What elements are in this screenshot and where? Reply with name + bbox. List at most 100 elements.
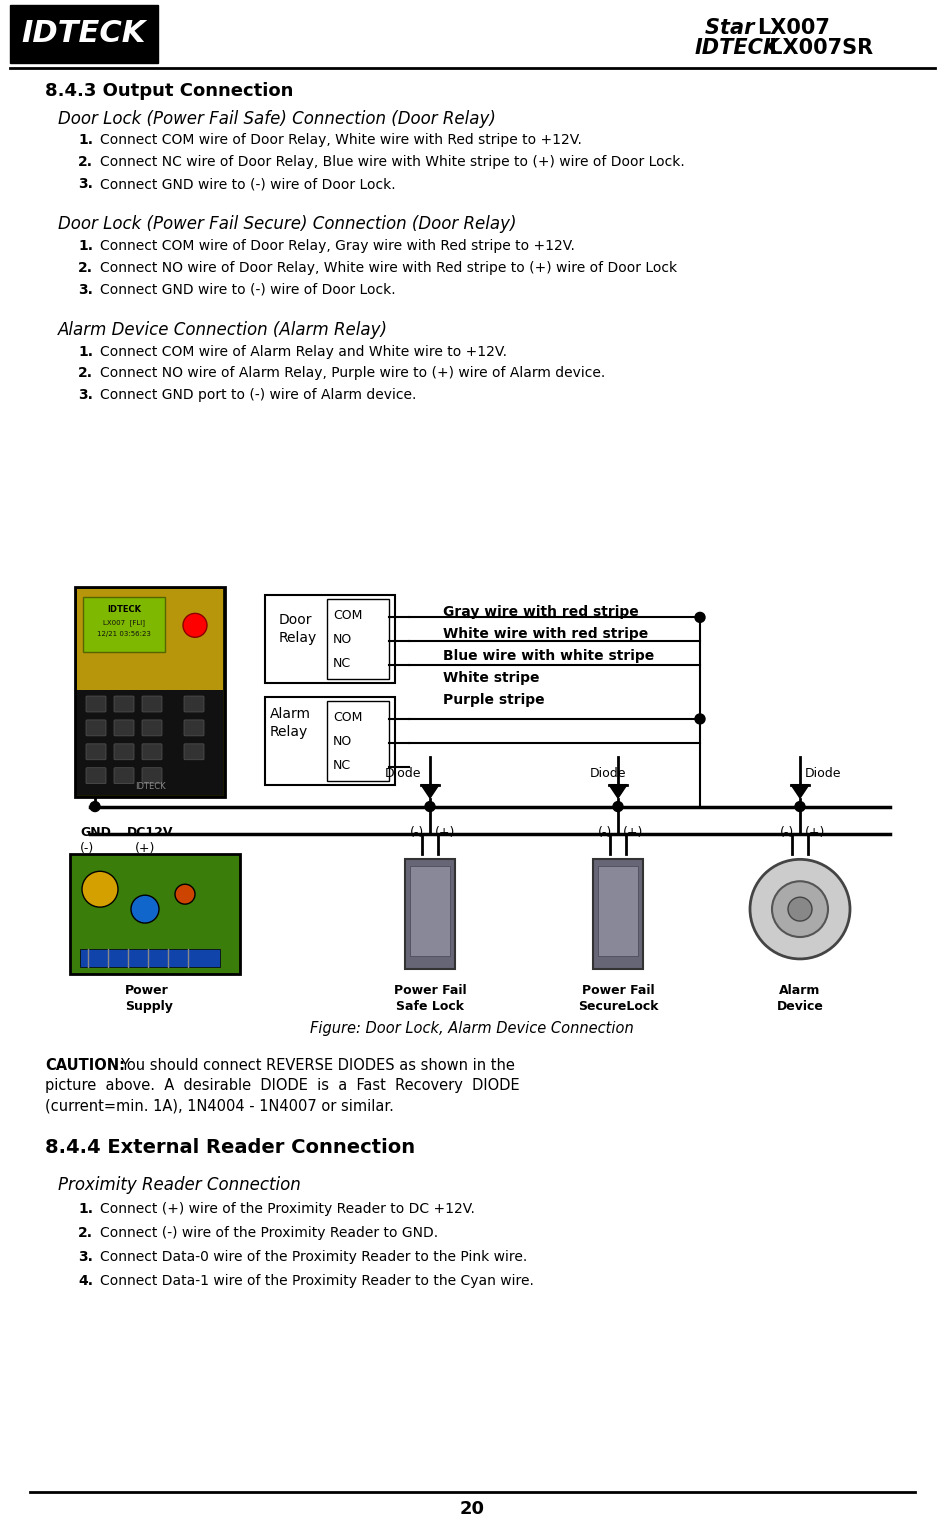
Text: Connect NO wire of Alarm Relay, Purple wire to (+) wire of Alarm device.: Connect NO wire of Alarm Relay, Purple w… [100,367,604,380]
Text: NC: NC [332,759,351,771]
Text: 8.4.3 Output Connection: 8.4.3 Output Connection [45,82,293,100]
Circle shape [771,881,827,937]
Text: Connect (+) wire of the Proximity Reader to DC +12V.: Connect (+) wire of the Proximity Reader… [100,1202,475,1215]
Text: CAUTION:: CAUTION: [45,1059,125,1074]
Text: Connect NC wire of Door Relay, Blue wire with White stripe to (+) wire of Door L: Connect NC wire of Door Relay, Blue wire… [100,155,684,169]
FancyBboxPatch shape [405,859,454,969]
Polygon shape [421,785,439,799]
FancyBboxPatch shape [142,719,161,736]
Text: Door: Door [278,613,312,627]
Polygon shape [790,785,808,799]
Text: White stripe: White stripe [443,671,539,684]
Text: (current=min. 1A), 1N4004 - 1N4007 or similar.: (current=min. 1A), 1N4004 - 1N4007 or si… [45,1098,394,1113]
Text: NO: NO [332,735,352,748]
Text: 1.: 1. [78,134,93,148]
Text: Power: Power [125,984,169,996]
Circle shape [787,897,811,922]
Polygon shape [608,785,626,799]
Text: Diode: Diode [589,767,626,780]
FancyBboxPatch shape [264,595,395,683]
Text: 3.: 3. [78,178,93,192]
Text: Door Lock (Power Fail Safe) Connection (Door Relay): Door Lock (Power Fail Safe) Connection (… [58,110,496,128]
Circle shape [694,713,704,724]
FancyBboxPatch shape [142,697,161,712]
Circle shape [131,896,159,923]
Text: DC12V: DC12V [126,826,174,840]
Text: Connect NO wire of Door Relay, White wire with Red stripe to (+) wire of Door Lo: Connect NO wire of Door Relay, White wir… [100,262,677,275]
FancyBboxPatch shape [86,719,106,736]
FancyBboxPatch shape [86,768,106,783]
Text: (+): (+) [622,826,643,840]
Text: 4.: 4. [78,1273,93,1288]
FancyBboxPatch shape [114,744,134,760]
Text: Diode: Diode [804,767,840,780]
Text: 3.: 3. [78,1250,93,1264]
Text: (-): (-) [80,843,94,855]
Text: 2.: 2. [78,1226,93,1240]
Text: Connect (-) wire of the Proximity Reader to GND.: Connect (-) wire of the Proximity Reader… [100,1226,438,1240]
FancyBboxPatch shape [80,949,220,967]
Circle shape [694,613,704,622]
Text: (-): (-) [410,826,424,840]
Text: 2.: 2. [78,367,93,380]
Text: Alarm: Alarm [779,984,819,996]
Text: IDTECK: IDTECK [107,605,141,614]
Text: 20: 20 [459,1500,484,1518]
FancyBboxPatch shape [76,691,223,794]
Text: 1.: 1. [78,1202,93,1215]
Circle shape [750,859,849,958]
Text: 3.: 3. [78,283,93,297]
FancyBboxPatch shape [327,701,389,780]
Text: SecureLock: SecureLock [577,999,658,1013]
FancyBboxPatch shape [114,697,134,712]
Text: IDTECK: IDTECK [22,20,146,49]
FancyBboxPatch shape [184,719,204,736]
Text: (-): (-) [598,826,612,840]
Text: Connect COM wire of Door Relay, Gray wire with Red stripe to +12V.: Connect COM wire of Door Relay, Gray wir… [100,239,574,252]
Text: You should connect REVERSE DIODES as shown in the: You should connect REVERSE DIODES as sho… [120,1059,514,1074]
Circle shape [183,613,207,637]
Text: Connect GND wire to (-) wire of Door Lock.: Connect GND wire to (-) wire of Door Loc… [100,283,396,297]
Text: White wire with red stripe: White wire with red stripe [443,627,648,642]
Text: Connect Data-0 wire of the Proximity Reader to the Pink wire.: Connect Data-0 wire of the Proximity Rea… [100,1250,527,1264]
Text: Purple stripe: Purple stripe [443,694,544,707]
Text: LX007: LX007 [756,18,829,38]
Text: Connect GND wire to (-) wire of Door Lock.: Connect GND wire to (-) wire of Door Loc… [100,178,396,192]
FancyBboxPatch shape [327,599,389,678]
Text: COM: COM [332,610,362,622]
Text: (+): (+) [135,843,155,855]
Text: (+): (+) [434,826,455,840]
Text: picture  above.  A  desirable  DIODE  is  a  Fast  Recovery  DIODE: picture above. A desirable DIODE is a Fa… [45,1078,519,1094]
Text: 3.: 3. [78,388,93,403]
Text: Door Lock (Power Fail Secure) Connection (Door Relay): Door Lock (Power Fail Secure) Connection… [58,214,516,233]
Text: (-): (-) [779,826,793,840]
Text: IDTECK: IDTECK [694,38,780,58]
Text: Alarm: Alarm [270,707,311,721]
Text: Proximity Reader Connection: Proximity Reader Connection [58,1176,300,1194]
Text: Figure: Door Lock, Alarm Device Connection: Figure: Door Lock, Alarm Device Connecti… [310,1021,633,1036]
Text: 2.: 2. [78,262,93,275]
FancyBboxPatch shape [10,5,158,62]
Circle shape [613,802,622,812]
Text: 2.: 2. [78,155,93,169]
Text: Alarm Device Connection (Alarm Relay): Alarm Device Connection (Alarm Relay) [58,321,388,339]
FancyBboxPatch shape [114,719,134,736]
Text: Relay: Relay [270,726,308,739]
Text: Relay: Relay [278,631,317,645]
FancyBboxPatch shape [593,859,642,969]
Text: 1.: 1. [78,345,93,359]
FancyBboxPatch shape [83,598,165,653]
Text: Power Fail: Power Fail [582,984,653,996]
Circle shape [175,884,194,903]
Text: Safe Lock: Safe Lock [396,999,464,1013]
Text: Gray wire with red stripe: Gray wire with red stripe [443,605,638,619]
Circle shape [794,802,804,812]
FancyBboxPatch shape [142,744,161,760]
FancyBboxPatch shape [70,855,240,973]
Text: Device: Device [776,999,822,1013]
Text: Star: Star [704,18,761,38]
Text: LX007SR: LX007SR [761,38,872,58]
FancyBboxPatch shape [184,697,204,712]
Text: COM: COM [332,710,362,724]
Text: Supply: Supply [125,999,173,1013]
